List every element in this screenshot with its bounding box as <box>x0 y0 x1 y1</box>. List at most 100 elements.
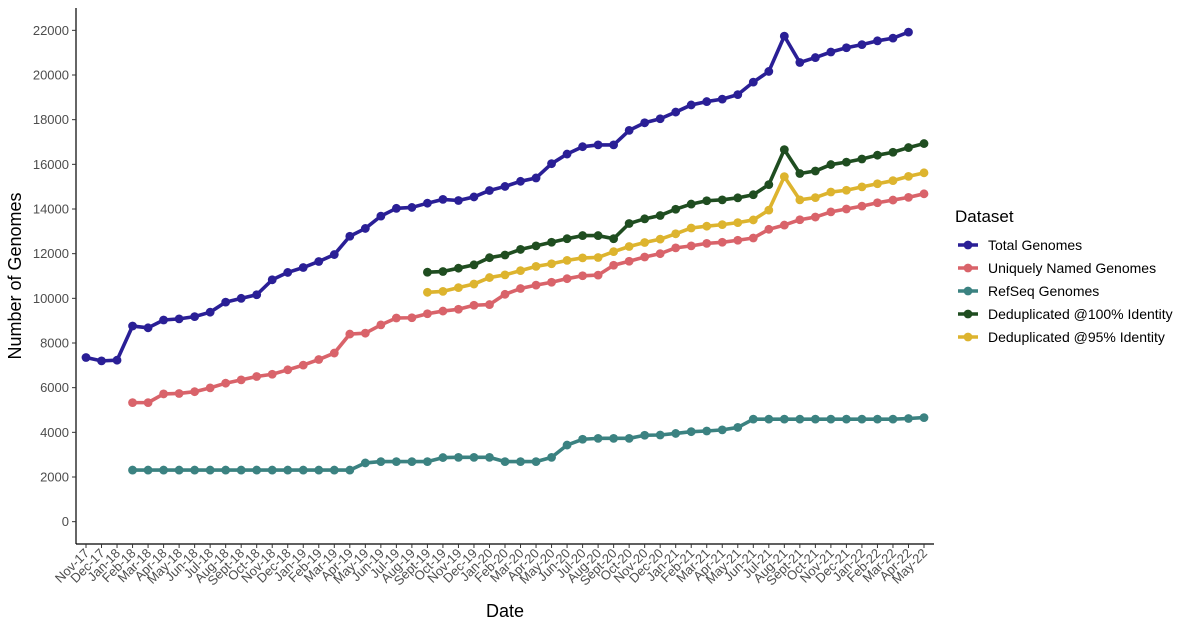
series-deduplicated-95-identity <box>423 168 929 297</box>
data-point <box>624 433 634 443</box>
legend-key-point <box>963 309 973 319</box>
data-point <box>826 187 836 197</box>
data-point <box>640 252 650 262</box>
legend-label: Total Genomes <box>988 237 1082 253</box>
data-point <box>578 434 587 444</box>
data-point <box>221 297 231 307</box>
data-point <box>609 433 619 443</box>
y-axis-title: Number of Genomes <box>5 192 25 359</box>
data-point <box>485 300 494 309</box>
data-point <box>733 193 743 203</box>
data-point <box>469 279 479 289</box>
data-point <box>174 465 184 475</box>
data-point <box>857 154 867 164</box>
data-point <box>810 53 820 62</box>
data-point <box>469 300 479 310</box>
data-point <box>873 414 882 424</box>
series-line-uniquely-named-genomes <box>130 192 926 405</box>
data-point <box>748 233 758 243</box>
data-point <box>547 452 556 462</box>
data-point <box>578 142 587 152</box>
data-point <box>624 256 634 266</box>
data-point <box>764 67 774 76</box>
data-point <box>547 259 556 269</box>
data-point <box>764 414 774 424</box>
data-point <box>190 465 200 475</box>
data-point <box>593 253 603 262</box>
x-axis-title: Date <box>486 601 524 621</box>
data-point <box>562 234 572 244</box>
data-point <box>904 27 913 37</box>
data-point <box>640 430 650 440</box>
data-point <box>671 204 681 214</box>
data-point <box>159 389 168 399</box>
data-point <box>795 195 805 205</box>
data-point <box>376 457 386 466</box>
data-point <box>516 457 525 466</box>
legend-label: Deduplicated @100% Identity <box>988 306 1173 322</box>
data-point <box>578 253 587 263</box>
data-point <box>283 365 293 375</box>
x-axis-ticks: Nov-17Dec-17Jan-18Feb-18Mar-18Apr-18May-… <box>52 544 930 588</box>
legend-key-point <box>963 263 973 273</box>
data-point <box>376 211 386 221</box>
data-point <box>748 190 758 200</box>
data-point <box>779 31 789 41</box>
data-point <box>407 203 417 212</box>
legend-item-total-genomes: Total Genomes <box>958 237 1082 253</box>
y-tick-label: 6000 <box>40 380 69 395</box>
data-point <box>516 176 525 186</box>
legend-key-point <box>963 240 973 250</box>
data-point <box>438 287 448 296</box>
data-point <box>857 40 867 50</box>
data-point <box>314 355 324 364</box>
data-point <box>485 273 494 282</box>
data-point <box>593 231 603 240</box>
data-point <box>593 140 603 150</box>
data-point <box>904 192 913 202</box>
data-point <box>531 241 541 251</box>
data-point <box>842 43 851 53</box>
legend: Dataset Total Genomes Uniquely Named Geno… <box>955 207 1173 345</box>
data-point <box>485 452 494 462</box>
data-point <box>112 355 122 365</box>
data-point <box>314 465 324 475</box>
data-point <box>454 452 463 462</box>
data-point <box>469 452 479 462</box>
data-point <box>919 139 929 148</box>
data-point <box>143 398 153 408</box>
legend-item-uniquely-named-genomes: Uniquely Named Genomes <box>958 260 1156 276</box>
data-point <box>748 215 758 225</box>
data-point <box>391 203 401 213</box>
data-point <box>857 414 867 424</box>
legend-key-point <box>963 332 973 342</box>
data-point <box>857 182 867 192</box>
data-point <box>500 289 510 299</box>
legend-title: Dataset <box>955 207 1014 226</box>
data-point <box>609 234 619 244</box>
data-point <box>407 313 417 323</box>
data-point <box>143 323 153 333</box>
data-point <box>423 287 432 297</box>
data-point <box>205 465 215 475</box>
data-point <box>516 245 525 254</box>
legend-item-refseq-genomes: RefSeq Genomes <box>958 283 1099 299</box>
data-point <box>345 231 355 241</box>
data-point <box>826 47 836 57</box>
data-point <box>547 277 556 287</box>
data-point <box>391 457 401 466</box>
data-point <box>267 275 277 285</box>
data-point <box>329 465 339 475</box>
data-point <box>376 320 386 330</box>
data-point <box>609 260 619 270</box>
data-point <box>329 348 339 358</box>
y-tick-label: 4000 <box>40 425 69 440</box>
data-point <box>485 253 494 263</box>
data-point <box>717 425 727 435</box>
data-point <box>919 168 929 178</box>
data-point <box>97 356 106 366</box>
data-point <box>314 257 324 266</box>
data-point <box>779 172 789 182</box>
data-point <box>624 219 634 228</box>
